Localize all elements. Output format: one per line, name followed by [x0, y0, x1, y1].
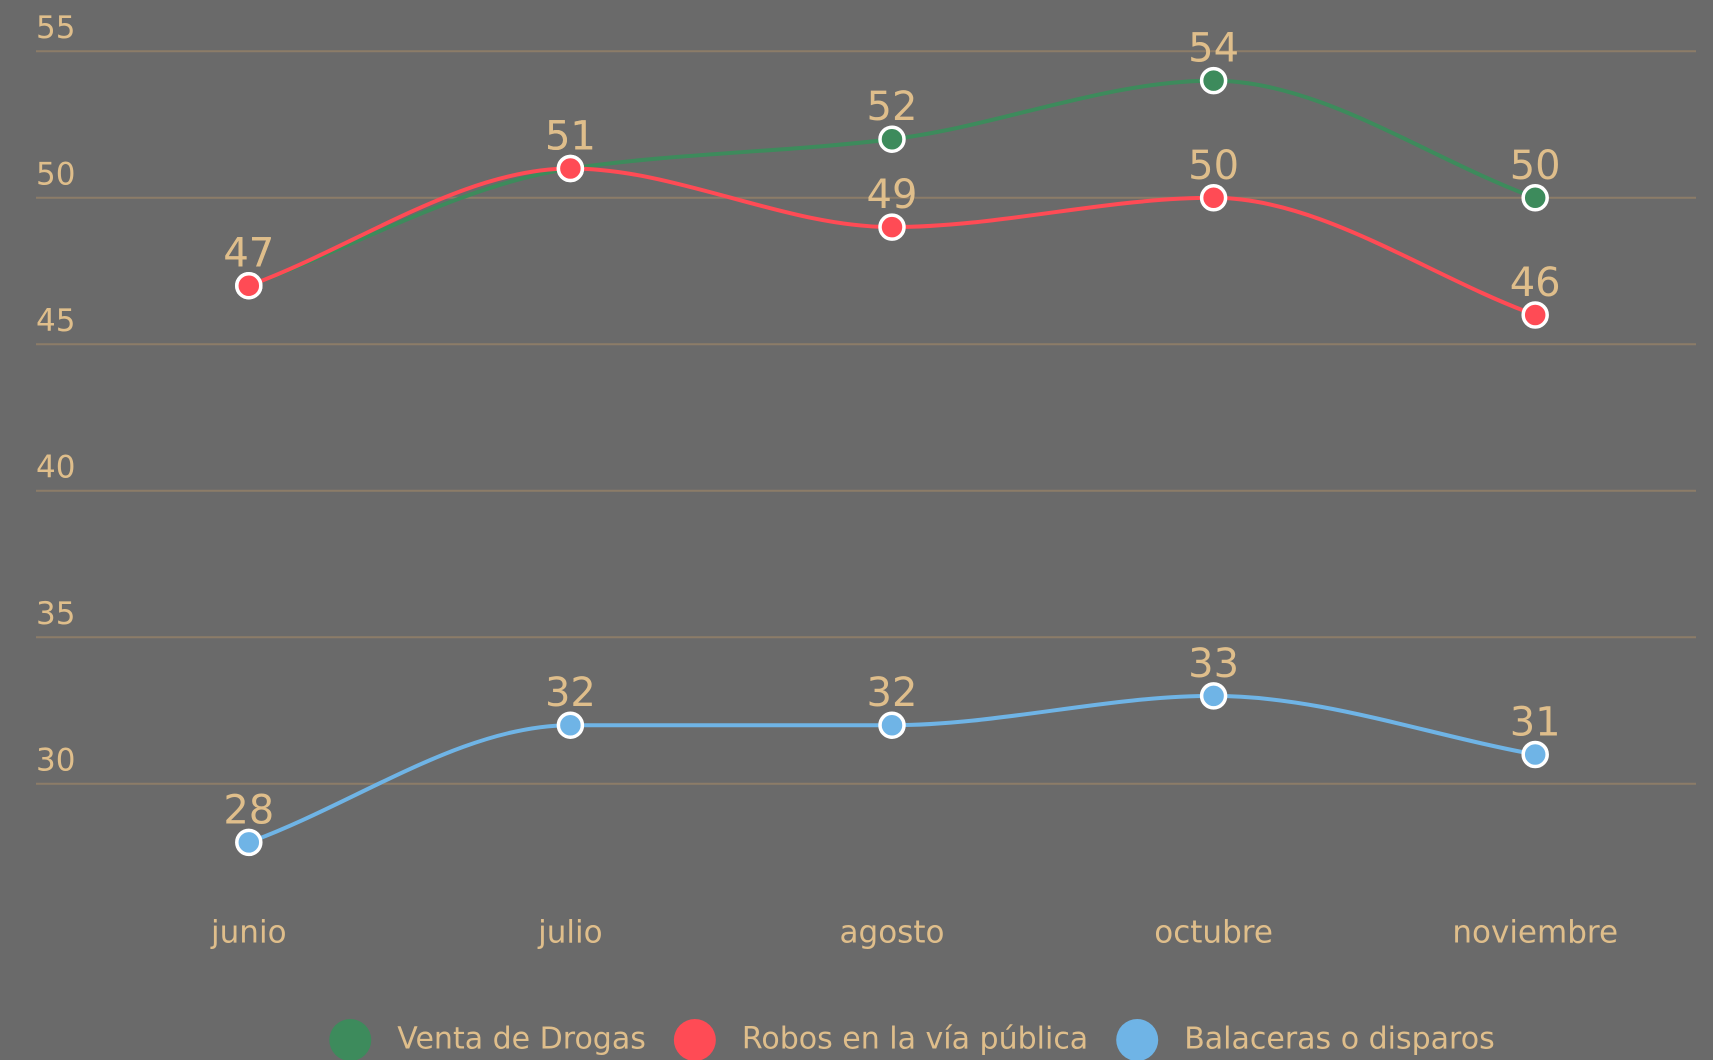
legend-label: Venta de Drogas — [397, 1022, 646, 1057]
y-tick-label: 35 — [36, 596, 75, 632]
y-tick-label: 40 — [36, 449, 75, 485]
y-tick-label: 50 — [36, 156, 75, 192]
data-label: 51 — [545, 114, 596, 160]
point — [556, 154, 585, 183]
data-label: 47 — [223, 231, 274, 277]
legend-swatch — [1116, 1019, 1159, 1060]
x-tick-label: junio — [210, 915, 287, 951]
data-label: 31 — [1510, 700, 1561, 746]
point — [878, 213, 906, 241]
legend: Venta de Drogas Robos en la vía pública Ba… — [329, 1019, 1495, 1060]
point — [235, 828, 263, 857]
data-label: 52 — [867, 84, 918, 130]
point — [1521, 301, 1549, 329]
point — [1199, 66, 1228, 95]
x-tick-label: agosto — [840, 915, 945, 951]
point — [556, 711, 585, 739]
data-label: 50 — [1510, 143, 1561, 189]
x-tick-label: julio — [537, 915, 602, 951]
legend-swatch — [673, 1019, 716, 1060]
data-label: 51 — [545, 114, 596, 160]
data-label: 47 — [223, 231, 274, 277]
x-tick-label: noviembre — [1452, 915, 1618, 951]
point — [235, 271, 263, 300]
data-label: 50 — [1188, 143, 1239, 189]
y-tick-label: 30 — [36, 742, 75, 778]
point — [1521, 740, 1549, 769]
data-label: 49 — [867, 172, 918, 218]
legend-label: Balaceras o disparos — [1184, 1022, 1495, 1057]
data-label: 32 — [867, 670, 918, 716]
legend-label: Robos en la vía pública — [742, 1022, 1088, 1057]
point — [1199, 682, 1228, 710]
point — [1521, 184, 1549, 212]
point — [878, 711, 906, 739]
data-label: 28 — [223, 787, 274, 833]
x-tick-label: octubre — [1154, 915, 1273, 951]
data-label: 33 — [1188, 641, 1239, 687]
data-label: 46 — [1510, 260, 1561, 306]
point — [1199, 184, 1228, 212]
legend-swatch — [329, 1019, 372, 1060]
data-label: 32 — [545, 670, 596, 716]
point — [878, 125, 906, 153]
y-tick-label: 45 — [36, 303, 75, 339]
y-tick-label: 55 — [36, 10, 75, 46]
data-label: 54 — [1188, 26, 1239, 72]
